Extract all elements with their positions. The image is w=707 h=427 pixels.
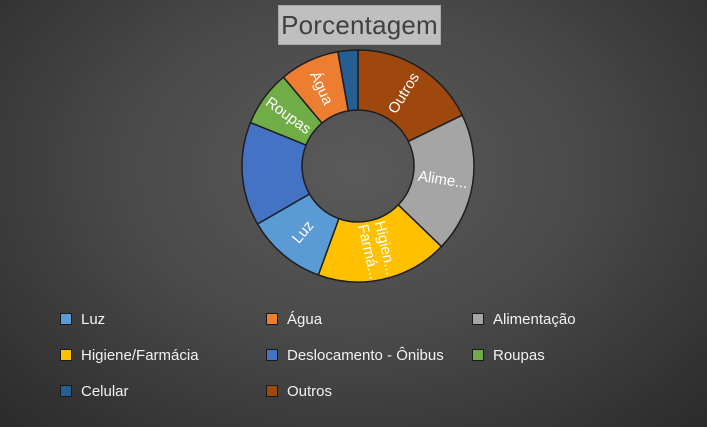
legend-item-outros[interactable]: Outros	[266, 381, 332, 401]
legend-item-alimentacao[interactable]: Alimentação	[472, 309, 576, 329]
legend-swatch-outros	[266, 385, 278, 397]
slice-alimentacao[interactable]	[397, 114, 475, 248]
legend-label: Deslocamento - Ônibus	[287, 346, 444, 364]
legend-label: Higiene/Farmácia	[81, 346, 199, 364]
legend-swatch-agua	[266, 313, 278, 325]
legend-label: Roupas	[493, 346, 545, 364]
legend-item-roupas[interactable]: Roupas	[472, 345, 545, 365]
legend-label: Outros	[287, 382, 333, 400]
legend-item-luz[interactable]: Luz	[60, 309, 105, 329]
legend-label: Luz	[81, 310, 106, 328]
legend-item-celular[interactable]: Celular	[60, 381, 129, 401]
legend-swatch-roupas	[472, 349, 484, 361]
slice-celular[interactable]	[336, 49, 359, 112]
legend-item-deslocamento-onibus[interactable]: Deslocamento - Ônibus	[266, 345, 444, 365]
legend-swatch-celular	[60, 385, 72, 397]
chart-title-box[interactable]: Porcentagem	[278, 5, 441, 45]
legend-swatch-higiene-farmacia	[60, 349, 72, 361]
legend-swatch-luz	[60, 313, 72, 325]
legend-label: Alimentação	[493, 310, 576, 328]
legend-label: Celular	[81, 382, 129, 400]
chart-title: Porcentagem	[281, 9, 438, 40]
legend-swatch-deslocamento-onibus	[266, 349, 278, 361]
legend-swatch-alimentacao	[472, 313, 484, 325]
legend-label: Água	[287, 310, 323, 328]
legend-item-agua[interactable]: Água	[266, 309, 322, 329]
legend-item-higiene-farmacia[interactable]: Higiene/Farmácia	[60, 345, 199, 365]
